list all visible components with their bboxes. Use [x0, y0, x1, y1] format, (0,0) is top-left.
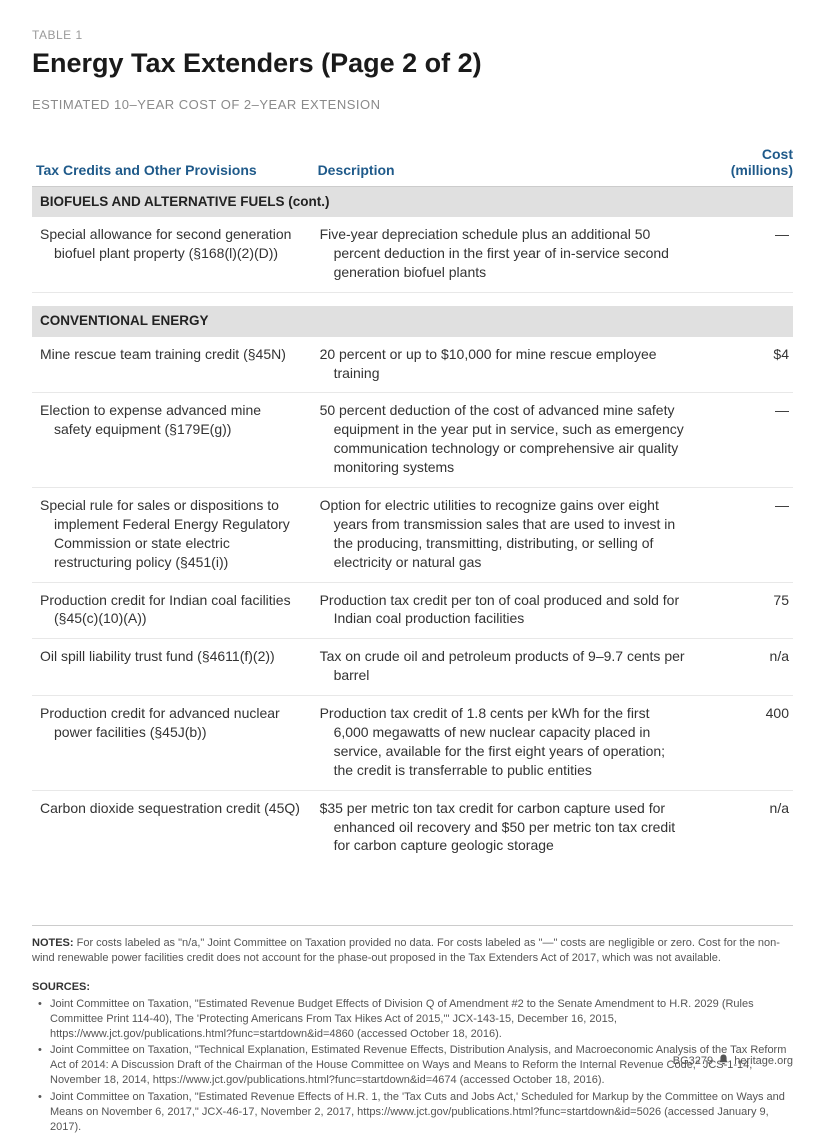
provision-cell: Oil spill liability trust fund (§4611(f)…: [32, 639, 314, 696]
col-header-provisions: Tax Credits and Other Provisions: [32, 140, 314, 187]
footer-site: heritage.org: [734, 1055, 793, 1067]
cost-cell: n/a: [694, 639, 793, 696]
provision-cell: Special rule for sales or dispositions t…: [32, 487, 314, 582]
provision-cell: Production credit for advanced nuclear p…: [32, 696, 314, 791]
provision-cell: Carbon dioxide sequestration credit (45Q…: [32, 790, 314, 865]
description-cell: Tax on crude oil and petroleum products …: [314, 639, 695, 696]
page-footer: BG3279 heritage.org: [673, 1054, 793, 1067]
provision-cell: Election to expense advanced mine safety…: [32, 393, 314, 488]
cost-cell: —: [694, 217, 793, 292]
table-row: Mine rescue team training credit (§45N)2…: [32, 337, 793, 393]
section-header: BIOFUELS AND ALTERNATIVE FUELS (cont.): [32, 187, 793, 218]
notes-label: NOTES:: [32, 937, 74, 949]
description-cell: 50 percent deduction of the cost of adva…: [314, 393, 695, 488]
cost-cell: —: [694, 487, 793, 582]
notes-block: NOTES: For costs labeled as "n/a," Joint…: [32, 925, 793, 966]
col-header-description: Description: [314, 140, 695, 187]
description-cell: Option for electric utilities to recogni…: [314, 487, 695, 582]
provision-cell: Mine rescue team training credit (§45N): [32, 337, 314, 393]
cost-cell: 75: [694, 582, 793, 639]
table-row: Production credit for Indian coal facili…: [32, 582, 793, 639]
table-label: TABLE 1: [32, 28, 793, 42]
description-cell: 20 percent or up to $10,000 for mine res…: [314, 337, 695, 393]
table-row: Special rule for sales or dispositions t…: [32, 487, 793, 582]
page-title: Energy Tax Extenders (Page 2 of 2): [32, 48, 793, 79]
col-header-cost: Cost(millions): [694, 140, 793, 187]
source-item: Joint Committee on Taxation, "Estimated …: [42, 1090, 793, 1134]
description-cell: Five-year depreciation schedule plus an …: [314, 217, 695, 292]
cost-cell: 400: [694, 696, 793, 791]
table-row: Election to expense advanced mine safety…: [32, 393, 793, 488]
sources-label: SOURCES:: [32, 980, 793, 995]
table-row: Production credit for advanced nuclear p…: [32, 696, 793, 791]
cost-cell: $4: [694, 337, 793, 393]
subtitle: ESTIMATED 10–YEAR COST OF 2–YEAR EXTENSI…: [32, 97, 793, 112]
table-row: Carbon dioxide sequestration credit (45Q…: [32, 790, 793, 865]
cost-cell: n/a: [694, 790, 793, 865]
table-row: Oil spill liability trust fund (§4611(f)…: [32, 639, 793, 696]
extenders-table: Tax Credits and Other Provisions Descrip…: [32, 140, 793, 865]
footer-code: BG3279: [673, 1055, 713, 1067]
table-row: Special allowance for second generation …: [32, 217, 793, 292]
source-item: Joint Committee on Taxation, "Estimated …: [42, 997, 793, 1042]
heritage-icon: [719, 1055, 731, 1067]
notes-text: For costs labeled as "n/a," Joint Commit…: [32, 937, 780, 964]
description-cell: Production tax credit of 1.8 cents per k…: [314, 696, 695, 791]
section-gap: [32, 292, 793, 306]
description-cell: Production tax credit per ton of coal pr…: [314, 582, 695, 639]
provision-cell: Special allowance for second generation …: [32, 217, 314, 292]
provision-cell: Production credit for Indian coal facili…: [32, 582, 314, 639]
description-cell: $35 per metric ton tax credit for carbon…: [314, 790, 695, 865]
cost-cell: —: [694, 393, 793, 488]
section-header: CONVENTIONAL ENERGY: [32, 306, 793, 336]
